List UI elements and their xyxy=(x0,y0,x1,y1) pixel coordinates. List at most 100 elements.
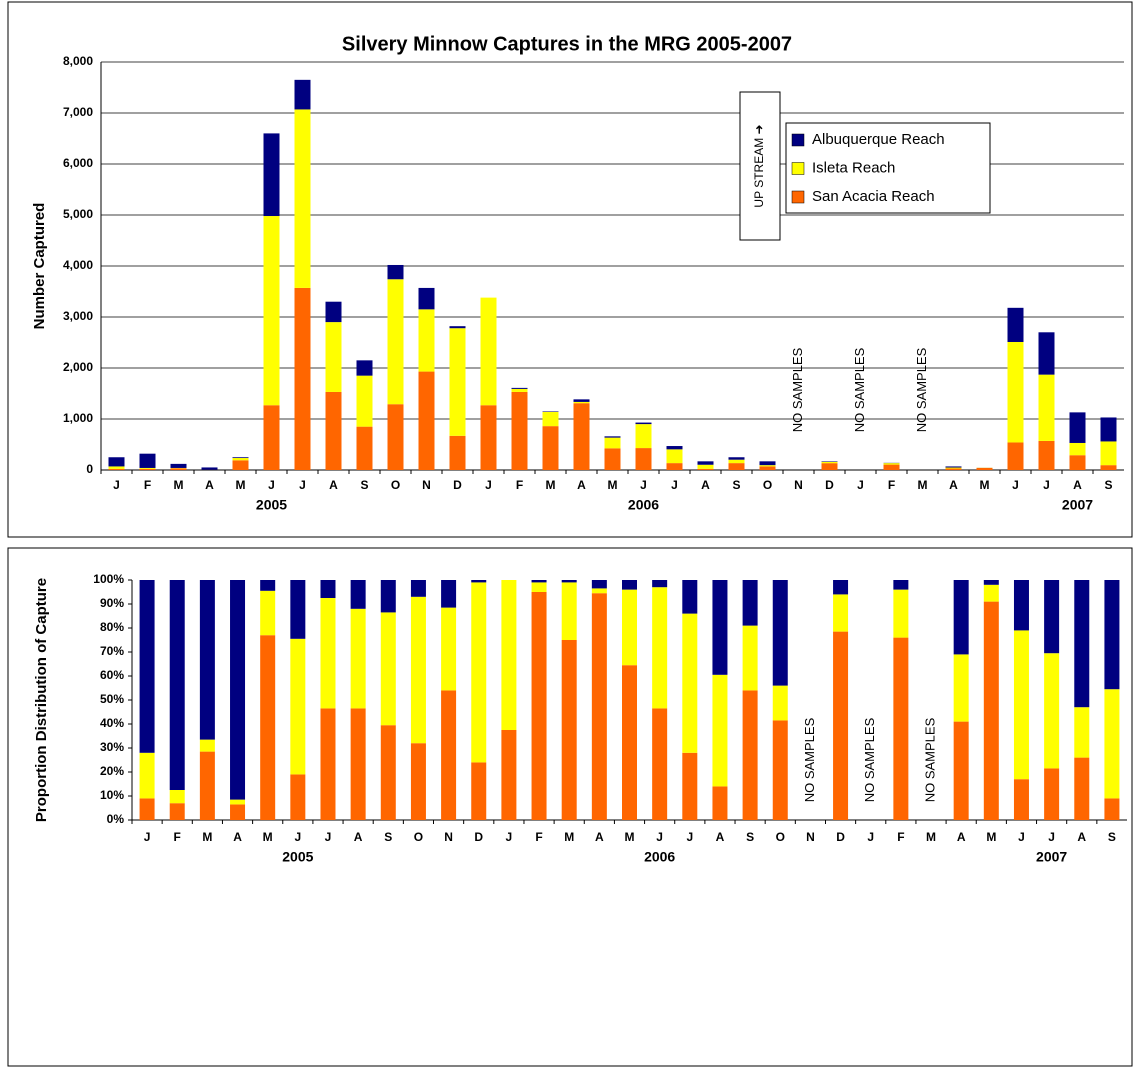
bar-segment xyxy=(893,637,909,820)
bar-segment xyxy=(1038,332,1055,375)
bar-segment xyxy=(833,594,849,632)
x-tick-label: M xyxy=(236,478,246,492)
bar-segment xyxy=(1013,580,1029,631)
x-tick-label: F xyxy=(888,478,895,492)
bar-segment xyxy=(1007,307,1024,342)
bar-segment xyxy=(976,467,993,470)
bar-segment xyxy=(260,590,276,636)
bar-segment xyxy=(635,448,652,470)
x-tick-label: J xyxy=(294,830,301,844)
bar-segment xyxy=(380,580,396,613)
bar-segment xyxy=(139,752,155,799)
bar-segment xyxy=(561,582,577,640)
x-tick-label: J xyxy=(867,830,874,844)
x-tick-label: M xyxy=(564,830,574,844)
bar-segment xyxy=(263,216,280,406)
no-samples-label: NO SAMPLES xyxy=(914,347,929,432)
bar-segment xyxy=(712,674,728,787)
bar-segment xyxy=(260,635,276,820)
legend-swatch xyxy=(791,162,805,175)
bar-segment xyxy=(294,109,311,288)
x-tick-label: O xyxy=(414,830,423,844)
bar-segment xyxy=(591,593,607,820)
bar-segment xyxy=(561,580,577,583)
no-samples-label: NO SAMPLES xyxy=(802,717,817,802)
bar-segment xyxy=(561,640,577,820)
bar-segment xyxy=(263,133,280,217)
x-tick-label: M xyxy=(174,478,184,492)
bar-segment xyxy=(759,461,776,466)
y-tick-label: 90% xyxy=(100,596,124,610)
bar-segment xyxy=(953,580,969,655)
bar-segment xyxy=(199,580,215,740)
bar-segment xyxy=(742,580,758,626)
year-label: 2007 xyxy=(1062,497,1093,513)
bar-segment xyxy=(635,422,652,425)
x-tick-label: J xyxy=(113,478,120,492)
bar-segment xyxy=(893,589,909,638)
bar-segment xyxy=(1104,689,1120,799)
no-samples-label: NO SAMPLES xyxy=(922,717,937,802)
bar-segment xyxy=(953,721,969,820)
bar-segment xyxy=(350,708,366,820)
bar-segment xyxy=(139,468,156,470)
bar-segment xyxy=(410,580,426,597)
legend-label: Isleta Reach xyxy=(812,159,895,176)
y-tick-label: 80% xyxy=(100,620,124,634)
bar-segment xyxy=(821,461,838,462)
bar-segment xyxy=(387,279,404,405)
bar-segment xyxy=(139,467,156,469)
bar-segment xyxy=(230,804,246,820)
y-tick-label: 30% xyxy=(100,740,124,754)
bar-segment xyxy=(573,399,590,402)
bar-segment xyxy=(441,580,457,608)
x-tick-label: M xyxy=(202,830,212,844)
bar-segment xyxy=(511,391,528,470)
direction-box xyxy=(739,91,781,241)
bar-segment xyxy=(622,589,637,666)
bar-segment xyxy=(418,287,435,310)
y-tick-label: 2,000 xyxy=(63,360,93,374)
bar-segment xyxy=(139,798,155,820)
bar-segment xyxy=(1013,779,1029,820)
bar-segment xyxy=(230,799,246,805)
bar-segment xyxy=(325,301,342,323)
x-tick-label: D xyxy=(836,830,845,844)
year-label: 2006 xyxy=(644,849,675,865)
x-tick-label: S xyxy=(360,478,368,492)
x-tick-label: D xyxy=(453,478,462,492)
bar-segment xyxy=(1104,580,1120,690)
bar-segment xyxy=(449,435,466,470)
bar-segment xyxy=(983,601,999,820)
bar-segment xyxy=(290,774,306,820)
y-tick-label: 1,000 xyxy=(63,411,93,425)
year-label: 2006 xyxy=(628,497,659,513)
bar-segment xyxy=(1044,768,1060,820)
y-tick-label: 8,000 xyxy=(63,54,93,68)
bar-segment xyxy=(1069,442,1086,456)
bar-segment xyxy=(418,371,435,470)
bar-segment xyxy=(945,467,962,469)
bar-segment xyxy=(410,596,426,744)
x-tick-label: J xyxy=(671,478,678,492)
bar-segment xyxy=(108,457,125,467)
bar-segment xyxy=(742,625,758,691)
y-tick-label: 0% xyxy=(107,812,125,826)
x-tick-label: F xyxy=(144,478,151,492)
bar-segment xyxy=(511,387,528,389)
bar-segment xyxy=(682,580,698,614)
x-tick-label: J xyxy=(656,830,663,844)
bar-segment xyxy=(290,580,306,639)
bar-segment xyxy=(294,79,311,110)
bar-segment xyxy=(833,580,849,595)
bar-segment xyxy=(573,403,590,470)
y-tick-label: 5,000 xyxy=(63,207,93,221)
x-tick-label: N xyxy=(794,478,803,492)
x-tick-label: A xyxy=(949,478,958,492)
bar-segment xyxy=(325,391,342,470)
x-tick-label: A xyxy=(957,830,966,844)
bar-segment xyxy=(591,588,607,594)
bar-segment xyxy=(772,720,788,820)
bar-segment xyxy=(604,448,621,470)
x-tick-label: A xyxy=(595,830,604,844)
